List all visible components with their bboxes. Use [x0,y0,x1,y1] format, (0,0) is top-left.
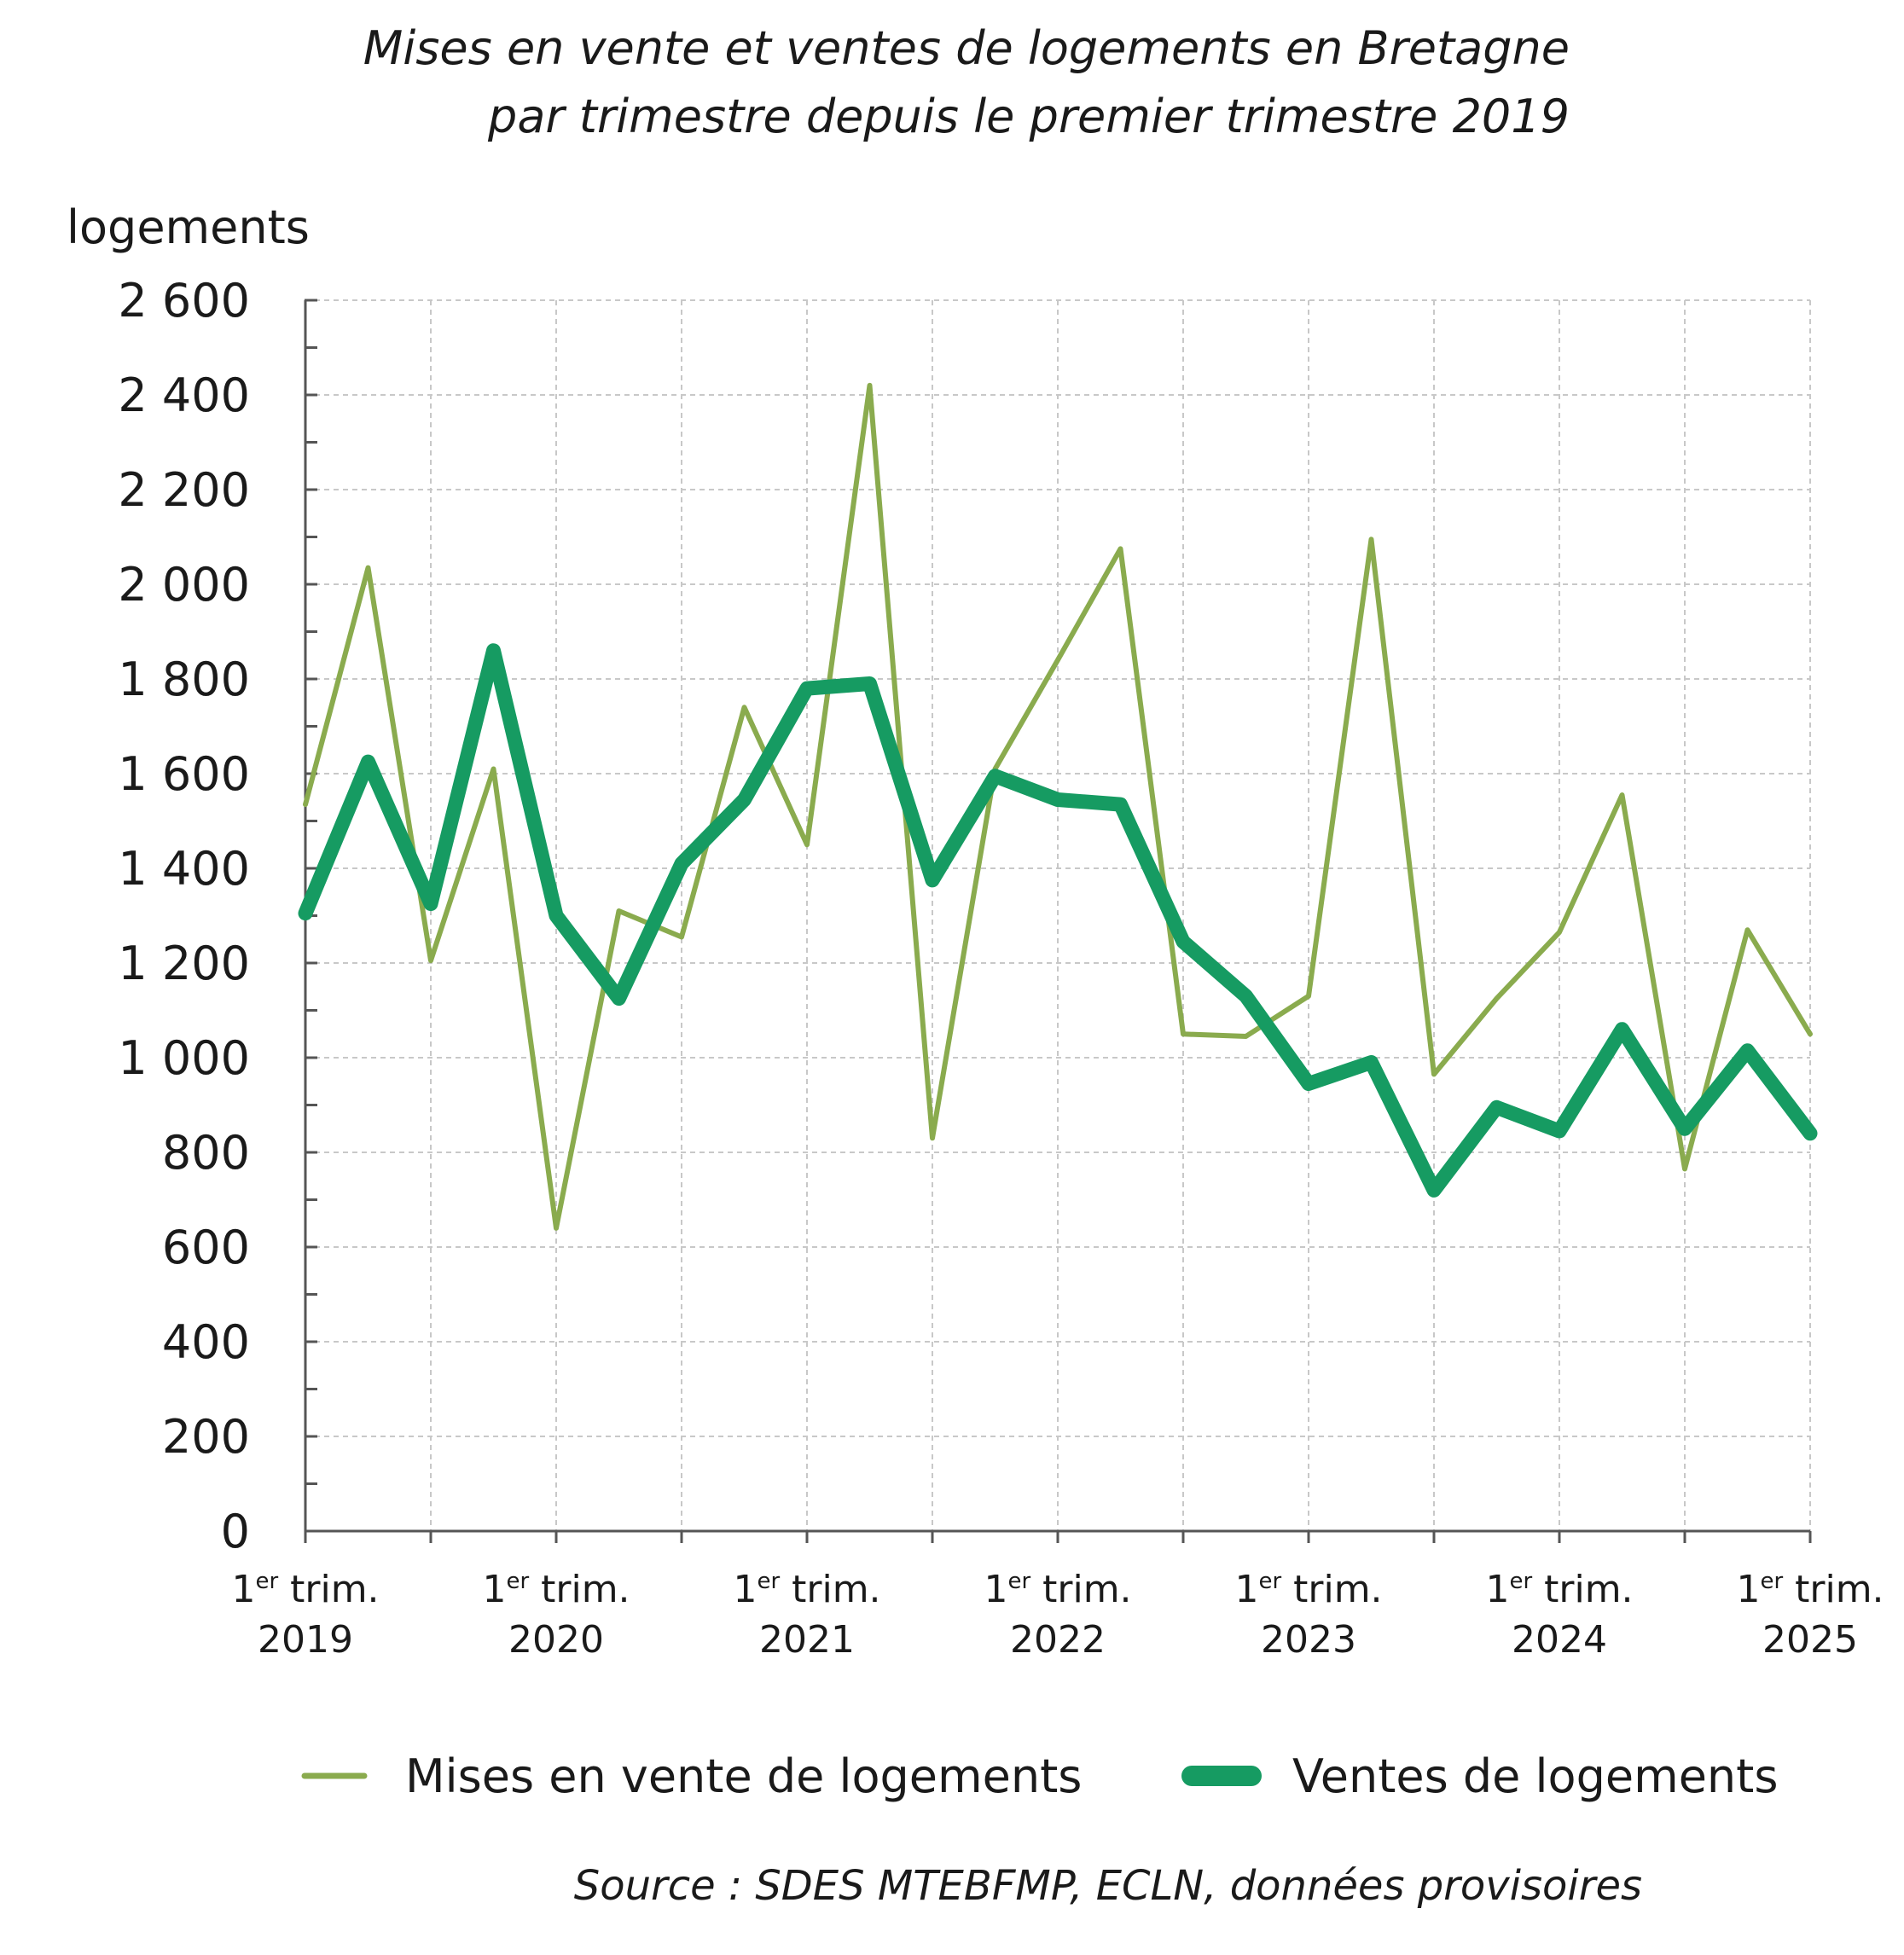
x-tick-label: 1er trim. [1485,1568,1633,1611]
chart-title-line-1: Mises en vente et ventes de logements en… [363,21,1570,75]
legend: Mises en vente de logements Ventes de lo… [301,1749,1778,1803]
x-tick-label: 1er trim. [733,1568,880,1611]
y-tick-label: 2 200 [118,463,250,517]
y-tick-label: 1 200 [118,937,250,990]
legend-label-ventes: Ventes de logements [1292,1749,1778,1803]
y-tick-label: 1 400 [118,842,250,896]
x-tick-year: 2023 [1261,1618,1356,1662]
y-axis-label: logements [67,200,310,254]
y-tick-label: 200 [162,1410,250,1464]
x-ticks: 1er trim. 2019 1er trim. 2020 1er trim. 2021 1… [231,1568,1884,1662]
x-tick-label: 1er trim. [231,1568,379,1611]
y-tick-label: 2 400 [118,368,250,422]
series [298,382,1818,1231]
grid [305,299,1811,1531]
y-tick-label: 1 600 [118,747,250,801]
x-tick-label: 1er trim. [984,1568,1131,1611]
x-tick-year: 2024 [1512,1618,1607,1662]
y-tick-label: 1 000 [118,1031,250,1085]
x-tick-year: 2022 [1010,1618,1106,1662]
x-tick-year: 2025 [1762,1618,1858,1662]
x-tick-year: 2020 [508,1618,604,1662]
x-tick-label: 1er trim. [1736,1568,1884,1611]
legend-label-mises-en-vente: Mises en vente de logements [405,1749,1082,1803]
x-tick-year: 2019 [258,1618,353,1662]
y-tick-label: 1 800 [118,653,250,706]
y-tick-label: 400 [162,1315,250,1369]
y-tick-label: 800 [162,1126,250,1180]
y-tick-label: 2 600 [118,274,250,328]
series-line-ventes [298,643,1818,1198]
y-tick-label: 600 [162,1221,250,1274]
x-tick-label: 1er trim. [482,1568,630,1611]
x-tick-year: 2021 [759,1618,855,1662]
y-tick-label: 0 [221,1505,250,1558]
y-tick-label: 2 000 [118,558,250,612]
x-tick-label: 1er trim. [1234,1568,1382,1611]
chart-title-line-2: par trimestre depuis le premier trimestr… [487,90,1570,143]
series-line-mises-en-vente [303,382,1813,1231]
source-note: Source : SDES MTEBFMP, ECLN, données pro… [574,1862,1642,1910]
y-ticks: 0 200 400 600 800 1 000 1 200 1 400 1 600 1 800 2 … [118,274,250,1558]
